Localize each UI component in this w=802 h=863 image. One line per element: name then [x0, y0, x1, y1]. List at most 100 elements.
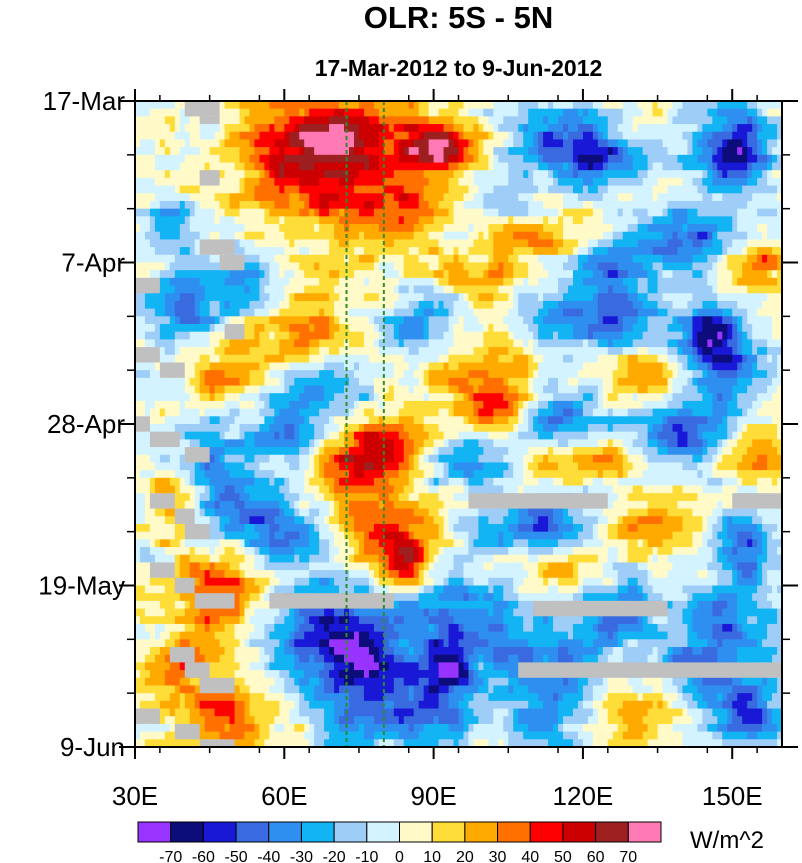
field-cell — [234, 231, 241, 241]
field-cell — [682, 385, 689, 394]
field-cell — [677, 231, 684, 241]
field-cell — [244, 324, 251, 333]
field-cell — [239, 131, 246, 141]
field-cell — [483, 147, 489, 156]
field-cell — [393, 262, 400, 271]
field-cell — [339, 254, 345, 264]
field-cell — [637, 331, 644, 341]
field-cell — [627, 177, 634, 187]
field-cell — [378, 316, 385, 325]
field-cell — [697, 101, 703, 110]
field-cell — [139, 108, 146, 117]
field-cell — [602, 224, 609, 233]
field-cell — [159, 131, 166, 141]
field-cell — [677, 324, 684, 333]
field-cell — [727, 101, 733, 110]
field-cell — [473, 170, 480, 179]
field-cell — [677, 308, 684, 317]
field-cell — [358, 108, 365, 117]
field-cell — [543, 193, 549, 202]
field-cell — [702, 162, 708, 171]
field-cell — [453, 385, 460, 394]
field-cell — [762, 177, 768, 187]
field-cell — [572, 162, 579, 171]
field-cell — [762, 162, 768, 171]
field-cell — [577, 247, 584, 256]
field-cell — [473, 224, 480, 233]
field-cell — [533, 270, 539, 279]
field-cell — [418, 131, 425, 141]
field-cell — [353, 254, 360, 264]
field-cell — [334, 224, 340, 233]
field-cell — [682, 316, 689, 325]
field-cell — [403, 200, 410, 210]
field-cell — [269, 139, 275, 148]
field-cell — [383, 216, 390, 225]
field-cell — [329, 347, 335, 356]
field-cell — [632, 231, 639, 241]
field-cell — [717, 331, 723, 341]
field-cell — [239, 108, 246, 117]
field-cell — [353, 293, 360, 302]
field-cell — [259, 116, 266, 125]
field-cell — [632, 277, 639, 287]
field-cell — [339, 147, 345, 156]
field-cell — [373, 300, 380, 310]
field-cell — [567, 324, 574, 333]
field-cell — [732, 331, 738, 341]
field-cell — [428, 185, 435, 194]
field-cell — [224, 293, 231, 302]
field-cell — [418, 139, 425, 148]
field-cell — [194, 200, 201, 210]
field-cell — [324, 231, 330, 241]
field-cell — [752, 177, 758, 187]
field-cell — [572, 239, 579, 248]
field-cell — [667, 324, 674, 333]
field-cell — [622, 208, 629, 217]
field-cell — [274, 277, 280, 287]
field-cell — [448, 262, 455, 271]
field-cell — [438, 139, 445, 148]
field-cell — [448, 216, 455, 225]
field-cell — [602, 385, 609, 394]
field-cell — [607, 254, 614, 264]
field-cell — [498, 231, 504, 241]
field-cell — [488, 193, 494, 202]
field-cell — [777, 247, 783, 256]
field-cell — [592, 170, 599, 179]
field-cell — [642, 239, 649, 248]
field-cell — [159, 308, 166, 317]
field-cell — [353, 185, 360, 194]
field-cell — [279, 247, 285, 256]
field-cell — [413, 277, 420, 287]
field-cell — [279, 293, 285, 302]
field-cell — [304, 200, 310, 210]
field-cell — [463, 362, 470, 371]
field-cell — [777, 131, 783, 141]
field-cell — [334, 300, 340, 310]
field-cell — [498, 308, 504, 317]
field-cell — [747, 139, 753, 148]
field-cell — [408, 108, 415, 117]
field-cell — [627, 193, 634, 202]
field-cell — [403, 308, 410, 317]
field-cell — [239, 185, 246, 194]
field-cell — [468, 162, 475, 171]
field-cell — [493, 139, 499, 148]
field-cell — [563, 316, 569, 325]
field-cell — [543, 231, 549, 241]
field-cell — [239, 216, 246, 225]
field-cell — [592, 247, 599, 256]
field-cell — [687, 177, 694, 187]
field-cell — [777, 147, 783, 156]
field-cell — [358, 316, 365, 325]
field-cell — [518, 362, 524, 371]
field-cell — [533, 293, 539, 302]
field-cell — [174, 385, 181, 394]
field-cell — [254, 185, 261, 194]
field-cell — [304, 216, 310, 225]
field-cell — [363, 262, 370, 271]
field-cell — [363, 216, 370, 225]
field-cell — [214, 293, 221, 302]
field-cell — [448, 231, 455, 241]
